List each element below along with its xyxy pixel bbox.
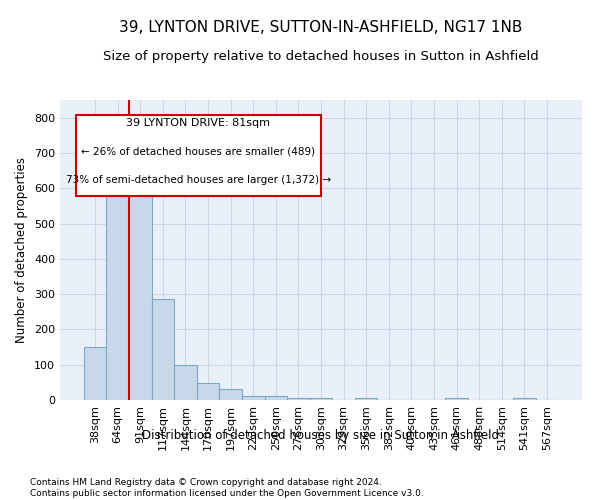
Text: Size of property relative to detached houses in Sutton in Ashfield: Size of property relative to detached ho…	[103, 50, 539, 63]
Bar	[174, 364, 197, 400]
Bar	[220, 390, 242, 400]
Text: 39 LYNTON DRIVE: 81sqm: 39 LYNTON DRIVE: 81sqm	[127, 118, 271, 128]
Bar	[310, 398, 332, 400]
Bar	[106, 178, 129, 400]
Bar	[197, 384, 220, 400]
Bar	[265, 396, 287, 400]
Text: Distribution of detached houses by size in Sutton in Ashfield: Distribution of detached houses by size …	[143, 428, 499, 442]
Bar	[242, 396, 265, 400]
Bar	[152, 300, 174, 400]
Bar	[355, 398, 377, 400]
Bar	[287, 398, 310, 400]
Text: 73% of semi-detached houses are larger (1,372) →: 73% of semi-detached houses are larger (…	[66, 175, 331, 185]
Bar	[445, 398, 468, 400]
Text: Contains HM Land Registry data © Crown copyright and database right 2024.
Contai: Contains HM Land Registry data © Crown c…	[30, 478, 424, 498]
Bar	[513, 398, 536, 400]
Bar	[84, 347, 106, 400]
Text: 39, LYNTON DRIVE, SUTTON-IN-ASHFIELD, NG17 1NB: 39, LYNTON DRIVE, SUTTON-IN-ASHFIELD, NG…	[119, 20, 523, 35]
Text: ← 26% of detached houses are smaller (489): ← 26% of detached houses are smaller (48…	[81, 146, 316, 156]
Y-axis label: Number of detached properties: Number of detached properties	[16, 157, 28, 343]
Bar	[129, 180, 152, 400]
